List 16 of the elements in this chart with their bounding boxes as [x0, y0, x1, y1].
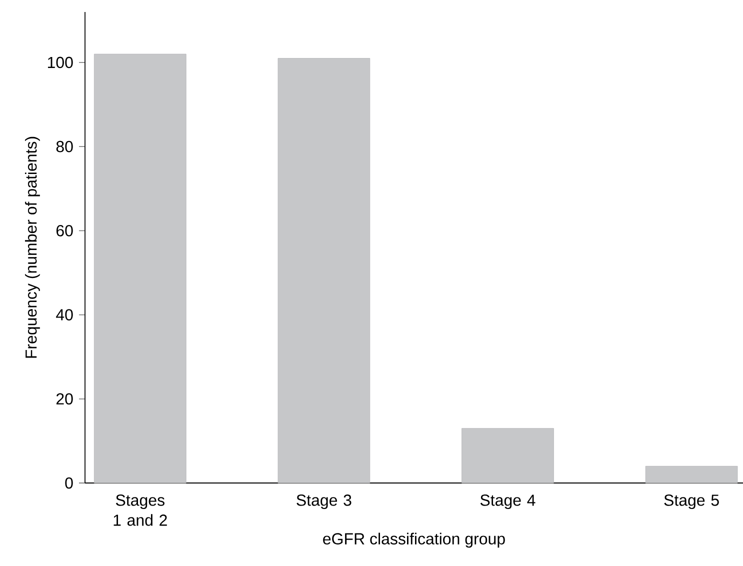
bar: [462, 428, 554, 484]
x-tick-label: Stage 4: [480, 494, 536, 510]
bar: [645, 466, 738, 484]
bar: [278, 58, 370, 484]
y-axis-title: Frequency (number of patients): [25, 136, 40, 358]
y-tick-label: 0: [65, 477, 73, 489]
y-tick-label: 20: [56, 393, 73, 405]
y-tick-label: 40: [56, 309, 73, 320]
x-axis-title: eGFR classification group: [323, 532, 505, 548]
x-tick-label: Stage 5: [664, 494, 719, 510]
y-tick-label: 80: [56, 140, 73, 152]
x-tick-label: Stages 1 and 2: [114, 494, 167, 526]
x-tick-label: Stage 3: [296, 494, 352, 510]
y-tick-label: 60: [56, 225, 73, 236]
bar: [94, 54, 186, 484]
y-tick-label: 100: [48, 56, 73, 68]
